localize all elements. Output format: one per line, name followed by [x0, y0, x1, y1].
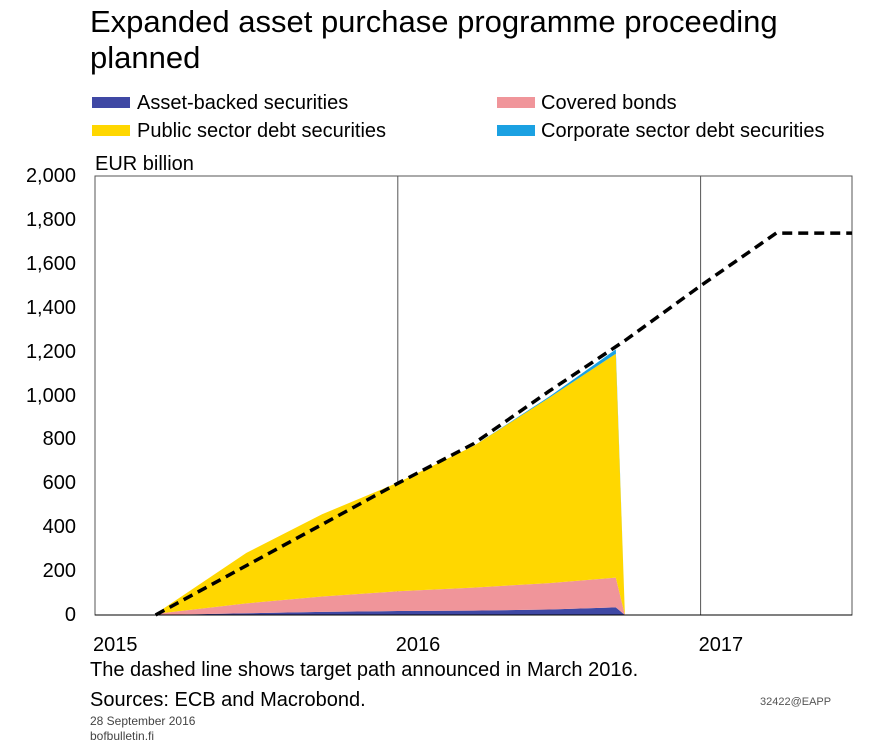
- area-series-2: [155, 577, 625, 615]
- chart-title-line-2: planned: [90, 40, 201, 75]
- x-tick-label: 2016: [395, 634, 441, 656]
- legend-label-abs: Asset-backed securities: [137, 92, 349, 114]
- target-path-line: [154, 231, 852, 617]
- y-tick-label: 800: [42, 428, 76, 451]
- y-tick-label: 200: [42, 560, 76, 583]
- legend-swatch-covered: [497, 97, 535, 108]
- chart-title-line-1: Expanded asset purchase programme procee…: [90, 4, 778, 39]
- footnote-sources: Sources: ECB and Macrobond.: [90, 689, 366, 711]
- legend-label-public: Public sector debt securities: [137, 120, 387, 142]
- y-tick-label: 1,200: [25, 340, 76, 363]
- chart-title: Expanded asset purchase programme procee…: [90, 2, 896, 78]
- area-series-1: [155, 607, 625, 615]
- y-tick-label: 1,400: [25, 296, 76, 319]
- y-tick-label: 1,600: [25, 252, 76, 275]
- legend-swatch-corporate: [497, 125, 535, 136]
- publish-date: 28 September 2016: [90, 714, 196, 728]
- y-tick-label: 1,800: [25, 208, 76, 231]
- y-axis-unit-label: EUR billion: [95, 153, 194, 175]
- y-tick-label: 0: [64, 604, 76, 626]
- legend-swatch-abs: [92, 97, 130, 108]
- y-tick-label: 1,000: [25, 384, 76, 407]
- x-tick-label: 2017: [698, 634, 744, 656]
- y-tick-label: 400: [42, 516, 76, 539]
- site-name: bofbulletin.fi: [90, 729, 155, 743]
- footnote-target-path: The dashed line shows target path announ…: [90, 659, 639, 681]
- chart-code: 32422@EAPP: [760, 696, 832, 708]
- legend-label-corporate: Corporate sector debt securities: [541, 120, 825, 142]
- legend-label-covered: Covered bonds: [541, 92, 677, 114]
- x-tick-label: 2015: [93, 634, 138, 656]
- y-tick-label: 2,000: [25, 165, 76, 187]
- y-tick-label: 600: [42, 472, 76, 495]
- legend-swatch-public: [92, 125, 130, 136]
